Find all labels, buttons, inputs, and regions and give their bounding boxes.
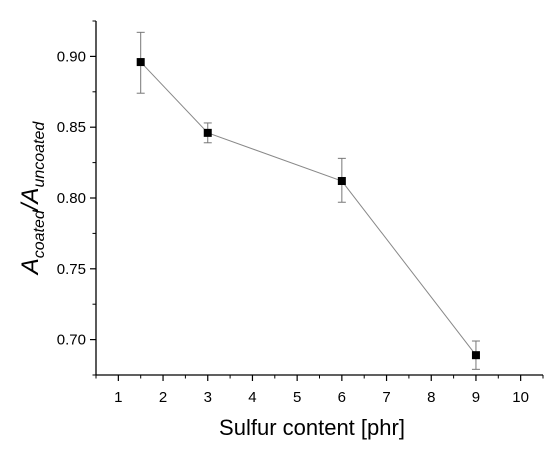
data-point <box>203 128 212 137</box>
x-tick-label: 5 <box>293 389 301 406</box>
series-line <box>140 61 477 356</box>
y-axis-title-sub2: uncoated <box>31 121 48 188</box>
x-axis-title: Sulfur content [phr] <box>219 415 405 440</box>
x-tick-label: 9 <box>472 389 480 406</box>
y-axis-title-base: A <box>17 258 44 276</box>
x-tick-label: 10 <box>512 389 529 406</box>
data-point <box>136 58 145 67</box>
data-point <box>471 351 480 360</box>
data-point <box>337 177 346 186</box>
y-tick-label: 0.75 <box>57 261 86 278</box>
x-tick-label: 8 <box>427 389 435 406</box>
x-tick-label: 1 <box>114 389 122 406</box>
y-axis-title-sub1: coated <box>31 209 48 258</box>
x-tick-label: 2 <box>159 389 167 406</box>
y-axis-title: Acoated/Auncoated <box>17 121 48 277</box>
x-tick-label: 6 <box>338 389 346 406</box>
plot-area: 1 2 3 4 5 6 7 8 9 10 0.70 0.75 0.80 0.85 0.90 <box>57 20 544 406</box>
x-tick-label: 7 <box>382 389 390 406</box>
y-tick-label: 0.80 <box>57 190 86 207</box>
y-axis-title-sep: / <box>17 201 44 212</box>
y-axis-title-base2: A <box>17 188 44 206</box>
y-tick-label: 0.85 <box>57 119 86 136</box>
y-tick-label: 0.70 <box>57 332 86 349</box>
y-tick-label: 0.90 <box>57 48 86 65</box>
x-tick-label: 3 <box>204 389 212 406</box>
x-tick-label: 4 <box>248 389 256 406</box>
